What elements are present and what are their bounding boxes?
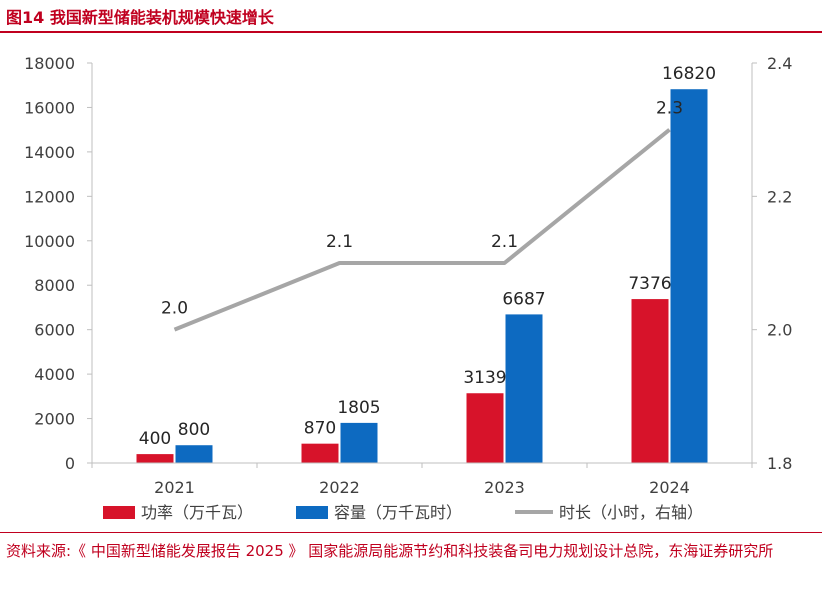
left-tick-label: 0	[65, 454, 75, 473]
legend-capacity-swatch	[296, 506, 328, 519]
bar-capacity	[175, 445, 213, 463]
line-value-label: 2.3	[656, 99, 683, 119]
category-label: 2024	[649, 478, 690, 497]
bar-power	[631, 299, 669, 463]
category-label: 2023	[484, 478, 525, 497]
bar-value-label: 6687	[502, 289, 545, 309]
bar-value-label: 3139	[463, 368, 506, 388]
left-tick-label: 8000	[34, 276, 75, 295]
left-tick-label: 18000	[24, 54, 75, 73]
right-tick-label: 2.2	[767, 187, 792, 206]
duration-line	[173, 128, 671, 332]
category-label: 2021	[154, 478, 195, 497]
bar-value-label: 1805	[337, 398, 380, 418]
left-tick-label: 2000	[34, 410, 75, 429]
title-divider	[0, 31, 822, 33]
right-tick-label: 2.0	[767, 321, 792, 340]
legend-duration-label: 时长（小时，右轴）	[559, 503, 703, 522]
right-tick-label: 1.8	[767, 454, 792, 473]
bar-value-label: 870	[304, 419, 336, 439]
line-value-label: 2.1	[491, 232, 518, 252]
left-tick-label: 14000	[24, 143, 75, 162]
right-tick-label: 2.4	[767, 54, 792, 73]
bar-power	[466, 393, 504, 463]
line-value-label: 2.1	[326, 232, 353, 252]
bar-capacity	[505, 314, 543, 463]
legend-capacity-label: 容量（万千瓦时）	[334, 503, 462, 522]
bar-capacity	[340, 422, 378, 463]
bar-capacity	[670, 89, 708, 463]
bar-power	[136, 454, 174, 463]
chart: 400 870 3139 7376 800 1805 6687 16820 2.0 2.1 2.1 2…	[24, 54, 792, 522]
bar-value-label: 800	[178, 420, 210, 440]
source-note: 资料来源:《 中国新型储能发展报告 2025 》 国家能源局能源节约和科技装备司…	[6, 542, 774, 560]
left-tick-label: 4000	[34, 365, 75, 384]
category-label: 2022	[319, 478, 360, 497]
bar-power	[301, 443, 339, 463]
line-value-label: 2.0	[161, 299, 188, 319]
left-tick-label: 12000	[24, 187, 75, 206]
left-tick-label: 10000	[24, 232, 75, 251]
left-tick-label: 6000	[34, 321, 75, 340]
footer-divider	[0, 532, 822, 533]
bar-value-label: 16820	[662, 64, 716, 84]
left-tick-label: 16000	[24, 98, 75, 117]
bar-value-label: 7376	[628, 274, 671, 294]
legend-power-label: 功率（万千瓦）	[141, 503, 253, 522]
legend-power-swatch	[103, 506, 135, 519]
figure-title: 图14 我国新型储能装机规模快速增长	[6, 8, 274, 27]
bar-value-label: 400	[139, 429, 171, 449]
